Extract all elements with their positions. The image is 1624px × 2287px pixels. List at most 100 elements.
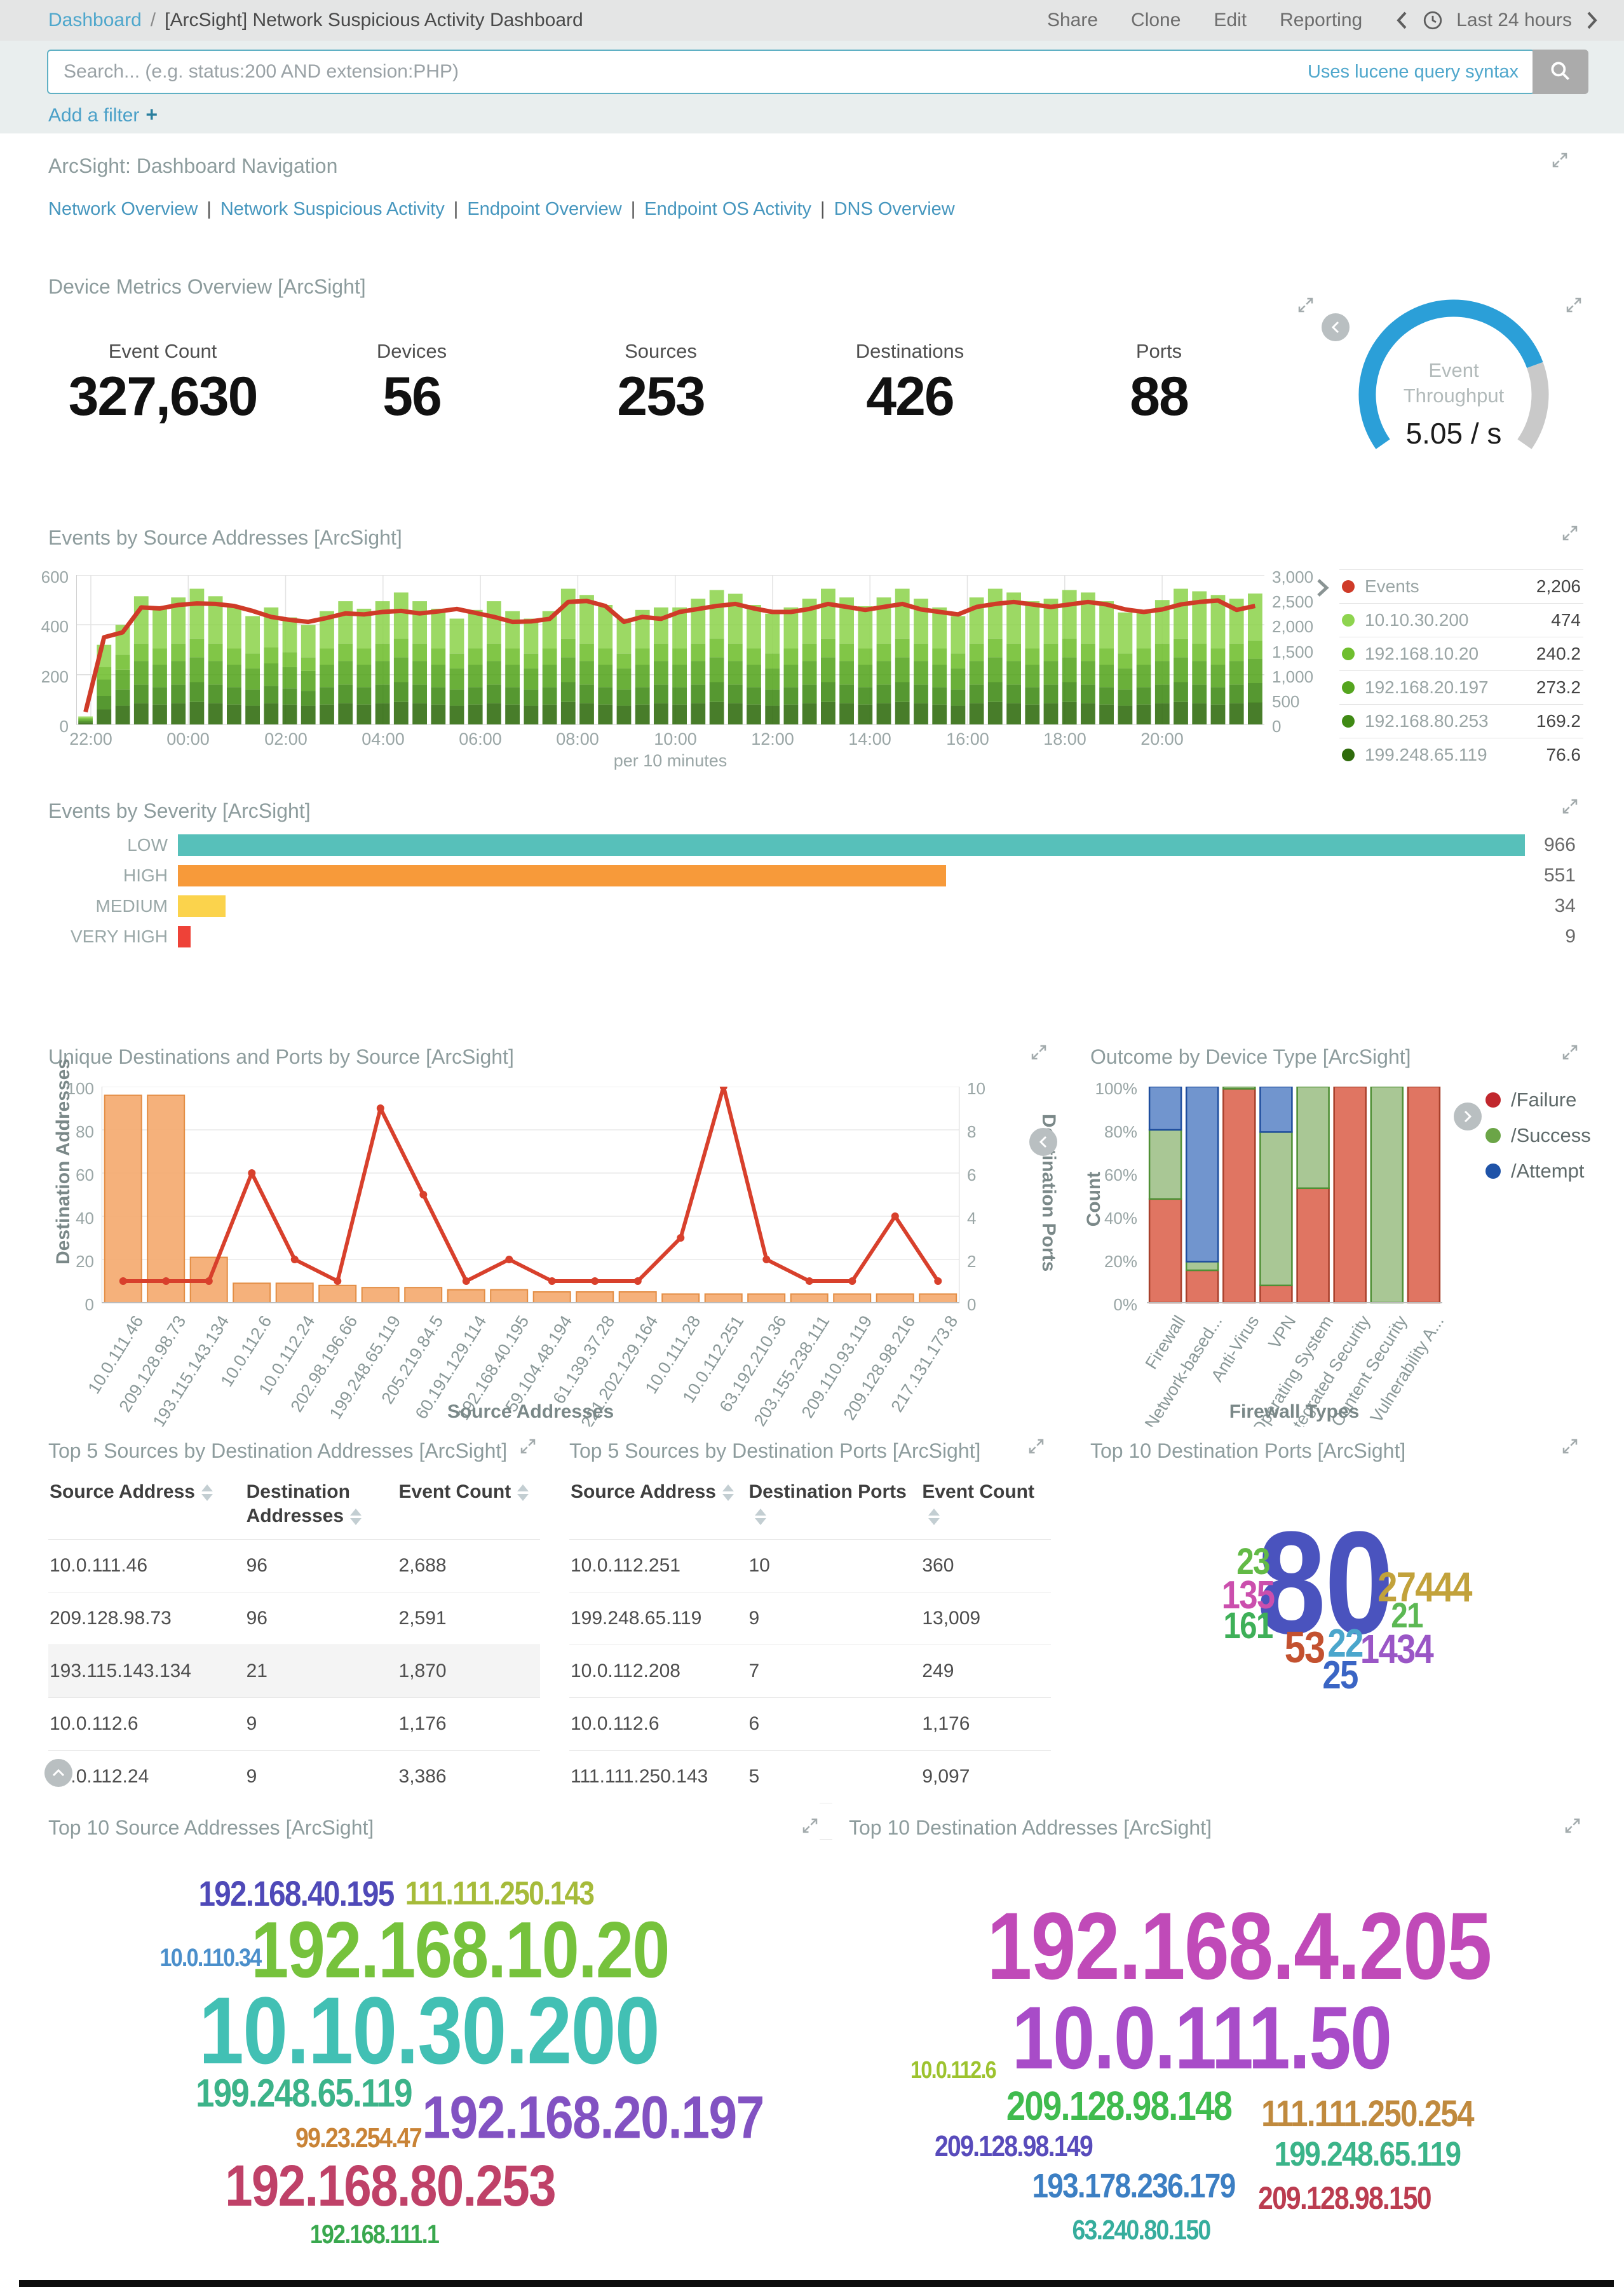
add-filter-button[interactable]: Add a filter + xyxy=(48,103,158,126)
legend-item-2[interactable]: /Attempt xyxy=(1485,1153,1591,1189)
time-range-label[interactable]: Last 24 hours xyxy=(1456,10,1572,31)
throughput-gauge[interactable] xyxy=(1339,282,1568,494)
unique-chart[interactable] xyxy=(101,1083,960,1304)
tag-10.0.110.34[interactable]: 10.0.110.34 xyxy=(159,1944,262,1972)
breadcrumb-separator: / xyxy=(150,10,156,31)
nav-link-2[interactable]: Endpoint Overview xyxy=(467,199,622,219)
legend-item-1[interactable]: 10.10.30.200 474 xyxy=(1339,603,1583,637)
severity-bar[interactable] xyxy=(178,834,1525,856)
nav-link-0[interactable]: Network Overview xyxy=(48,199,198,219)
expand-icon[interactable] xyxy=(1550,151,1569,173)
tag-192.168.20.197[interactable]: 192.168.20.197 xyxy=(422,2084,765,2152)
tag-10.0.111.50[interactable]: 10.0.111.50 xyxy=(1012,1988,1393,2088)
tag-10.0.112.6[interactable]: 10.0.112.6 xyxy=(910,2056,997,2084)
tag-161[interactable]: 161 xyxy=(1223,1605,1273,1646)
tag-209.128.98.148[interactable]: 209.128.98.148 xyxy=(1006,2083,1233,2129)
time-forward-icon[interactable] xyxy=(1585,10,1599,31)
legend-item-4[interactable]: 192.168.80.253 169.2 xyxy=(1339,704,1583,738)
tag-10.10.30.200[interactable]: 10.10.30.200 xyxy=(198,1976,660,2084)
legend-dot xyxy=(1342,749,1355,761)
tag-1434[interactable]: 1434 xyxy=(1360,1626,1434,1672)
column-header-1[interactable]: Destination Ports xyxy=(747,1476,921,1540)
legend-toggle-icon[interactable] xyxy=(1314,577,1330,602)
breadcrumb-dashboard-link[interactable]: Dashboard xyxy=(48,10,142,31)
tag-99.23.254.47[interactable]: 99.23.254.47 xyxy=(295,2122,423,2154)
severity-bar[interactable] xyxy=(178,926,191,947)
reporting-button[interactable]: Reporting xyxy=(1280,10,1363,31)
collapse-left-button[interactable] xyxy=(1029,1128,1057,1156)
nav-link-4[interactable]: DNS Overview xyxy=(834,199,955,219)
tag-23[interactable]: 23 xyxy=(1236,1540,1270,1582)
tag-209.128.98.150[interactable]: 209.128.98.150 xyxy=(1258,2180,1432,2216)
tag-193.178.236.179[interactable]: 193.178.236.179 xyxy=(1032,2167,1236,2206)
legend-expand-button[interactable] xyxy=(1454,1103,1482,1130)
column-header-2[interactable]: Event Count xyxy=(921,1476,1051,1540)
tag-199.248.65.119[interactable]: 199.248.65.119 xyxy=(196,2072,412,2116)
legend-item-3[interactable]: 192.168.20.197 273.2 xyxy=(1339,670,1583,704)
legend-item-0[interactable]: /Failure xyxy=(1485,1082,1591,1118)
expand-icon[interactable] xyxy=(1560,797,1580,819)
expand-icon[interactable] xyxy=(1564,295,1583,318)
y-tick: 100 xyxy=(66,1079,94,1098)
search-input[interactable] xyxy=(48,61,1308,83)
tag-53[interactable]: 53 xyxy=(1284,1622,1325,1673)
tag-111.111.250.143[interactable]: 111.111.250.143 xyxy=(405,1875,594,1913)
expand-icon[interactable] xyxy=(1029,1043,1048,1065)
expand-icon[interactable] xyxy=(1027,1437,1046,1459)
expand-icon[interactable] xyxy=(518,1437,538,1459)
tag-135[interactable]: 135 xyxy=(1221,1573,1276,1617)
lucene-syntax-link[interactable]: Uses lucene query syntax xyxy=(1307,61,1519,82)
sort-icon xyxy=(350,1508,362,1525)
x-tick: 16:00 xyxy=(946,730,989,749)
legend-item-5[interactable]: 199.248.65.119 76.6 xyxy=(1339,738,1583,771)
column-header-1[interactable]: Destination Addresses xyxy=(245,1476,398,1540)
tag-199.248.65.119[interactable]: 199.248.65.119 xyxy=(1274,2134,1461,2173)
tag-22[interactable]: 22 xyxy=(1327,1621,1364,1666)
tag-25[interactable]: 25 xyxy=(1322,1653,1358,1697)
legend-item-1[interactable]: /Success xyxy=(1485,1118,1591,1153)
time-back-icon[interactable] xyxy=(1395,10,1409,31)
collapse-row-button[interactable] xyxy=(44,1759,72,1787)
tag-192.168.80.253[interactable]: 192.168.80.253 xyxy=(224,2154,556,2219)
tag-192.168.111.1[interactable]: 192.168.111.1 xyxy=(309,2218,440,2249)
search-button[interactable] xyxy=(1533,50,1588,94)
collapse-left-button[interactable] xyxy=(1322,313,1350,341)
legend-item-0[interactable]: Events 2,206 xyxy=(1339,569,1583,603)
tag-192.168.4.205[interactable]: 192.168.4.205 xyxy=(987,1892,1492,2000)
tag-209.128.98.149[interactable]: 209.128.98.149 xyxy=(934,2129,1093,2163)
panel-title: Device Metrics Overview [ArcSight] xyxy=(48,275,366,298)
outcome-chart[interactable] xyxy=(1147,1085,1442,1304)
severity-bar[interactable] xyxy=(178,865,947,886)
tag-63.240.80.150[interactable]: 63.240.80.150 xyxy=(1072,2214,1212,2246)
legend-value: 273.2 xyxy=(1536,677,1581,697)
edit-button[interactable]: Edit xyxy=(1214,10,1247,31)
legend-item-2[interactable]: 192.168.10.20 240.2 xyxy=(1339,637,1583,670)
legend-label: Events xyxy=(1365,576,1419,596)
clone-button[interactable]: Clone xyxy=(1131,10,1181,31)
expand-icon[interactable] xyxy=(1560,524,1580,546)
expand-icon[interactable] xyxy=(1296,295,1315,318)
expand-icon[interactable] xyxy=(1563,1816,1582,1838)
tag-192.168.40.195[interactable]: 192.168.40.195 xyxy=(198,1873,395,1914)
table-cell: 13,009 xyxy=(921,1592,1051,1645)
expand-icon[interactable] xyxy=(1560,1043,1580,1065)
tag-21[interactable]: 21 xyxy=(1391,1594,1423,1635)
events-chart[interactable] xyxy=(76,574,1264,725)
column-header-2[interactable]: Event Count xyxy=(398,1476,540,1540)
column-header-0[interactable]: Source Address xyxy=(569,1476,747,1540)
share-button[interactable]: Share xyxy=(1046,10,1099,31)
metric-label: Event Count xyxy=(108,340,217,362)
metric-label: Sources xyxy=(625,340,697,362)
metric-2: Sources 253 xyxy=(536,340,785,428)
nav-link-3[interactable]: Endpoint OS Activity xyxy=(644,199,812,219)
column-header-0[interactable]: Source Address xyxy=(48,1476,245,1540)
tag-111.111.250.254[interactable]: 111.111.250.254 xyxy=(1261,2093,1474,2134)
expand-icon[interactable] xyxy=(801,1816,820,1838)
nav-link-1[interactable]: Network Suspicious Activity xyxy=(220,199,445,219)
severity-bar[interactable] xyxy=(178,895,226,917)
tag-80[interactable]: 80 xyxy=(1256,1501,1394,1665)
tag-192.168.10.20[interactable]: 192.168.10.20 xyxy=(251,1906,670,1995)
bottom-scrollbar[interactable] xyxy=(19,2280,1614,2287)
expand-icon[interactable] xyxy=(1560,1437,1580,1459)
tag-27444[interactable]: 27444 xyxy=(1377,1563,1472,1610)
